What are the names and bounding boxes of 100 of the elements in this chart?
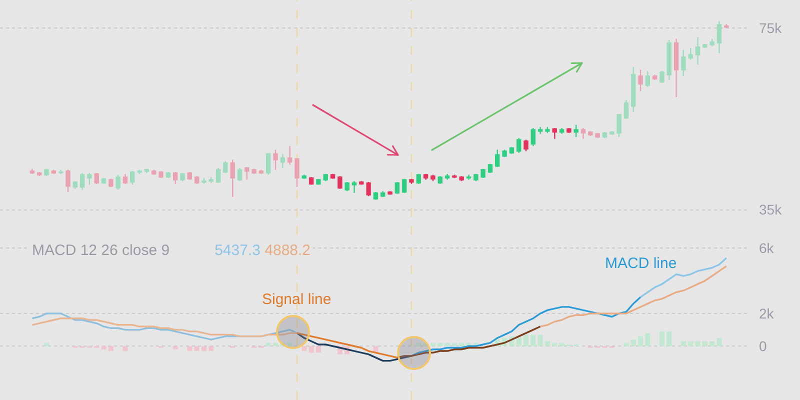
candlestick bbox=[394, 181, 400, 194]
y-tick-label: 0 bbox=[759, 338, 767, 354]
bar bbox=[452, 342, 457, 346]
candlestick bbox=[631, 66, 636, 113]
candlestick bbox=[230, 159, 235, 198]
bar bbox=[459, 342, 464, 346]
bar bbox=[308, 346, 314, 353]
candlestick bbox=[144, 168, 150, 174]
candlestick bbox=[580, 127, 586, 140]
bar bbox=[666, 331, 672, 346]
text: 4888.2 bbox=[264, 242, 311, 259]
candlestick bbox=[545, 126, 550, 134]
candlestick bbox=[344, 181, 350, 192]
candlestick bbox=[710, 38, 714, 47]
candlestick bbox=[223, 160, 228, 174]
candlestick bbox=[681, 49, 686, 77]
candlestick bbox=[166, 171, 171, 179]
candlestick bbox=[402, 178, 407, 194]
candlestick bbox=[538, 126, 543, 134]
bar bbox=[208, 346, 214, 352]
y-tick-label: 35k bbox=[759, 202, 783, 218]
bar bbox=[630, 340, 636, 346]
candlestick bbox=[302, 174, 306, 180]
candlestick bbox=[566, 127, 572, 134]
y-tick-label: 75k bbox=[759, 20, 783, 36]
candlestick bbox=[202, 177, 206, 184]
candlestick bbox=[530, 127, 536, 147]
candlestick bbox=[172, 171, 178, 184]
candlestick bbox=[87, 172, 92, 186]
candlestick bbox=[638, 69, 643, 92]
candlestick bbox=[187, 171, 192, 180]
candlestick bbox=[152, 169, 156, 176]
candlestick bbox=[495, 149, 500, 168]
candlestick bbox=[266, 152, 271, 176]
candlestick bbox=[366, 181, 371, 197]
candlestick bbox=[80, 172, 85, 190]
candlestick bbox=[645, 70, 650, 88]
candlestick bbox=[208, 176, 214, 184]
candlestick bbox=[287, 146, 292, 166]
candlestick bbox=[58, 169, 64, 174]
bar bbox=[201, 346, 206, 352]
bar bbox=[44, 342, 50, 346]
bar bbox=[702, 341, 708, 346]
candlestick bbox=[308, 176, 314, 186]
candlestick bbox=[373, 191, 378, 200]
candlestick bbox=[101, 177, 106, 184]
candlestick bbox=[388, 190, 392, 196]
bar bbox=[624, 342, 629, 346]
candlestick bbox=[502, 149, 507, 158]
candlestick bbox=[323, 173, 328, 182]
candlestick bbox=[702, 43, 708, 49]
bar bbox=[710, 341, 715, 346]
candlestick bbox=[273, 149, 278, 170]
bar bbox=[716, 338, 722, 346]
candlestick bbox=[280, 153, 286, 169]
bar bbox=[680, 341, 686, 346]
candlestick bbox=[294, 157, 300, 188]
candlestick bbox=[94, 172, 99, 184]
candlestick bbox=[258, 169, 264, 174]
candlestick bbox=[51, 169, 56, 174]
bar bbox=[187, 346, 192, 352]
candlestick bbox=[216, 167, 221, 184]
bar bbox=[659, 331, 664, 346]
candlestick bbox=[602, 131, 608, 139]
bar bbox=[172, 346, 178, 350]
candlestick bbox=[116, 174, 120, 190]
candlestick bbox=[488, 163, 493, 174]
bar bbox=[316, 346, 321, 353]
candlestick bbox=[666, 39, 672, 80]
candlestick bbox=[624, 99, 629, 120]
text: 5437.3 bbox=[214, 242, 260, 259]
candlestick bbox=[695, 36, 700, 66]
candlestick bbox=[674, 38, 679, 98]
candlestick bbox=[30, 168, 35, 174]
candlestick bbox=[122, 173, 128, 184]
candlestick bbox=[330, 173, 336, 180]
candlestick bbox=[137, 169, 142, 174]
candlestick bbox=[444, 173, 450, 180]
candlestick bbox=[237, 167, 242, 182]
bar bbox=[266, 342, 271, 346]
candlestick bbox=[409, 178, 414, 184]
candlestick bbox=[423, 173, 428, 180]
annotation: MACD 12 26 close 9 bbox=[32, 242, 170, 259]
candlestick bbox=[559, 127, 564, 134]
bar bbox=[638, 336, 644, 346]
bar bbox=[423, 342, 428, 346]
y-tick-label: 2k bbox=[759, 305, 775, 322]
bar bbox=[194, 346, 200, 352]
candlestick bbox=[574, 124, 578, 138]
bar bbox=[538, 334, 543, 346]
candlestick bbox=[130, 170, 135, 186]
candlestick bbox=[338, 176, 342, 190]
candlestick bbox=[72, 180, 78, 190]
candlestick bbox=[66, 169, 70, 193]
candlestick bbox=[252, 168, 256, 174]
candlestick bbox=[688, 47, 693, 60]
candlestick bbox=[158, 170, 164, 179]
candlestick bbox=[452, 174, 457, 179]
candlestick bbox=[244, 166, 250, 180]
candlestick bbox=[466, 174, 472, 180]
